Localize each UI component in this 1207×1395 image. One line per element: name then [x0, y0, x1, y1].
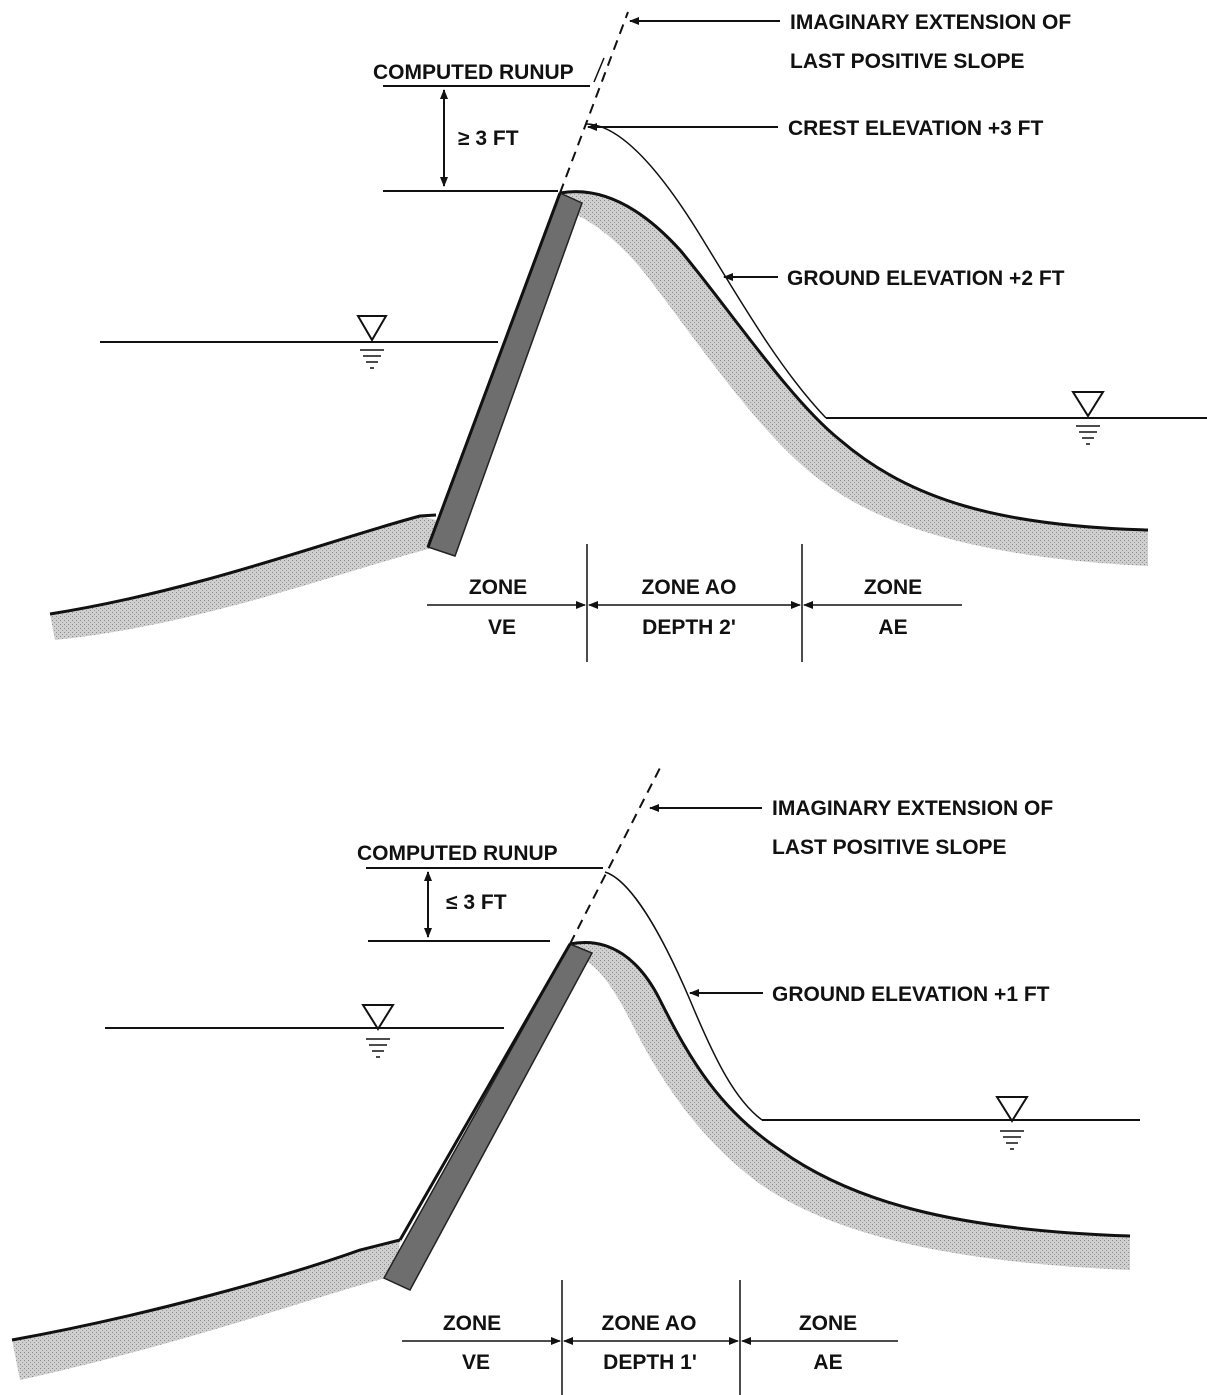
zone-ve-bottom-label-top: VE — [488, 616, 516, 639]
ground-elevation-label-top: GROUND ELEVATION +2 FT — [787, 267, 1065, 290]
runup-height-label-top: ≥ 3 FT — [458, 127, 519, 150]
panel-bottom: IMAGINARY EXTENSION OF LAST POSITIVE SLO… — [11, 767, 1140, 1395]
panel-top: IMAGINARY EXTENSION OF LAST POSITIVE SLO… — [49, 11, 1207, 662]
zone-ve-bottom-label-bottom: VE — [462, 1351, 490, 1374]
zone-ae-bottom-label-top: AE — [878, 616, 907, 639]
ground-elevation-label-bottom: GROUND ELEVATION +1 FT — [772, 983, 1050, 1006]
zone-ao-top-label-bottom: ZONE AO — [602, 1312, 697, 1335]
crest-elevation-label-top: CREST ELEVATION +3 FT — [788, 117, 1044, 140]
water-symbol-left-top — [356, 315, 388, 369]
ground-right-top — [559, 190, 1149, 532]
soil-left-top — [50, 516, 436, 640]
extension-label-line1-top: IMAGINARY EXTENSION OF — [790, 11, 1071, 34]
extension-line-top — [559, 11, 629, 194]
zone-ao-bottom-label-bottom: DEPTH 1' — [603, 1351, 697, 1374]
extension-line-bottom — [569, 767, 661, 945]
water-symbol-right-bottom — [995, 1096, 1029, 1150]
seawall-face-bottom — [398, 943, 572, 1241]
zone-ae-bottom-label-bottom: AE — [813, 1351, 842, 1374]
zone-ao-top-label-top: ZONE AO — [642, 576, 737, 599]
extension-label-line1-bottom: IMAGINARY EXTENSION OF — [772, 797, 1053, 820]
soil-right-bottom — [570, 942, 1130, 1270]
runup-profile-bottom — [604, 871, 763, 1121]
zone-ve-top-label-top: ZONE — [469, 576, 527, 599]
soil-left-bottom — [12, 1240, 400, 1380]
ground-left-bottom — [11, 1238, 401, 1342]
extension-label-line2-bottom: LAST POSITIVE SLOPE — [772, 836, 1007, 859]
zone-ve-top-label-bottom: ZONE — [443, 1312, 501, 1335]
zone-ao-bottom-label-top: DEPTH 2' — [642, 616, 736, 639]
water-symbol-right-top — [1071, 391, 1105, 445]
computed-runup-label-bottom: COMPUTED RUNUP — [357, 842, 558, 865]
extension-label-line2-top: LAST POSITIVE SLOPE — [790, 50, 1025, 73]
water-symbol-left-bottom — [361, 1004, 395, 1058]
runup-label-leader-top — [593, 57, 605, 83]
ground-right-bottom — [569, 941, 1131, 1238]
runup-height-label-bottom: ≤ 3 FT — [446, 891, 507, 914]
seawall-top — [427, 191, 583, 557]
computed-runup-label-top: COMPUTED RUNUP — [373, 61, 574, 84]
zone-ae-top-label-top: ZONE — [864, 576, 922, 599]
seawall-bottom — [382, 943, 594, 1291]
seawall-face-top — [426, 192, 562, 548]
soil-right-top — [560, 191, 1148, 567]
ground-left-top — [49, 513, 437, 616]
zone-ae-top-label-bottom: ZONE — [799, 1312, 857, 1335]
runup-profile-top — [585, 123, 827, 419]
